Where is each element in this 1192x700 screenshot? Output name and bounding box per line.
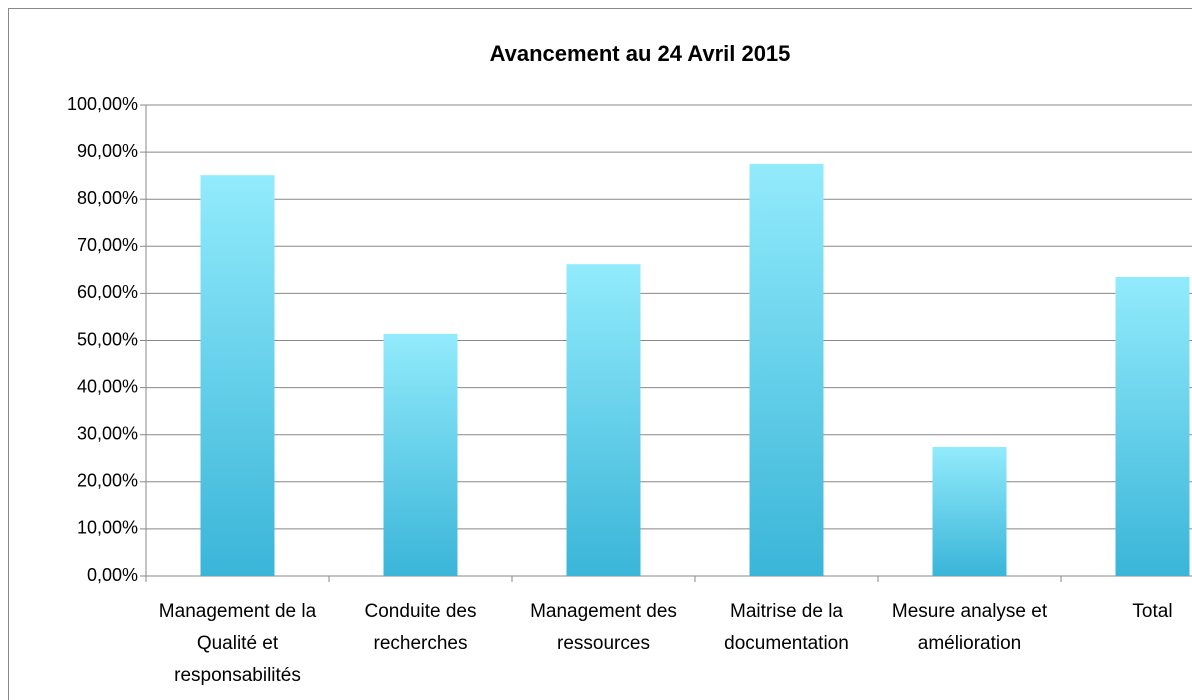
- x-tick-label: Maitrise de la documentation: [724, 601, 849, 654]
- x-tick-label: Total: [1132, 601, 1173, 622]
- bar: [566, 264, 641, 576]
- x-tick-label: Conduite des recherches: [364, 601, 477, 654]
- y-tick-label: 0,00%: [87, 565, 138, 585]
- y-tick-label: 100,00%: [67, 94, 138, 114]
- bar: [1115, 276, 1190, 576]
- y-tick-label: 40,00%: [77, 376, 138, 396]
- y-tick-label: 30,00%: [77, 423, 138, 443]
- y-tick-label: 90,00%: [77, 141, 138, 161]
- x-tick-label: Management des ressources: [530, 601, 677, 654]
- y-tick-label: 10,00%: [77, 518, 138, 538]
- bar: [932, 446, 1007, 576]
- y-tick-label: 80,00%: [77, 188, 138, 208]
- y-tick-label: 50,00%: [77, 329, 138, 349]
- y-tick-label: 20,00%: [77, 471, 138, 491]
- y-tick-label: 60,00%: [77, 282, 138, 302]
- bar: [749, 163, 824, 576]
- x-tick-label: Mesure analyse et amélioration: [891, 601, 1048, 654]
- x-tick-label: Management de la Qualité et responsabili…: [158, 601, 317, 686]
- y-tick-label: 70,00%: [77, 235, 138, 255]
- chart-title: Avancement au 24 Avril 2015: [490, 41, 791, 66]
- bar: [383, 333, 458, 576]
- bar: [200, 175, 275, 576]
